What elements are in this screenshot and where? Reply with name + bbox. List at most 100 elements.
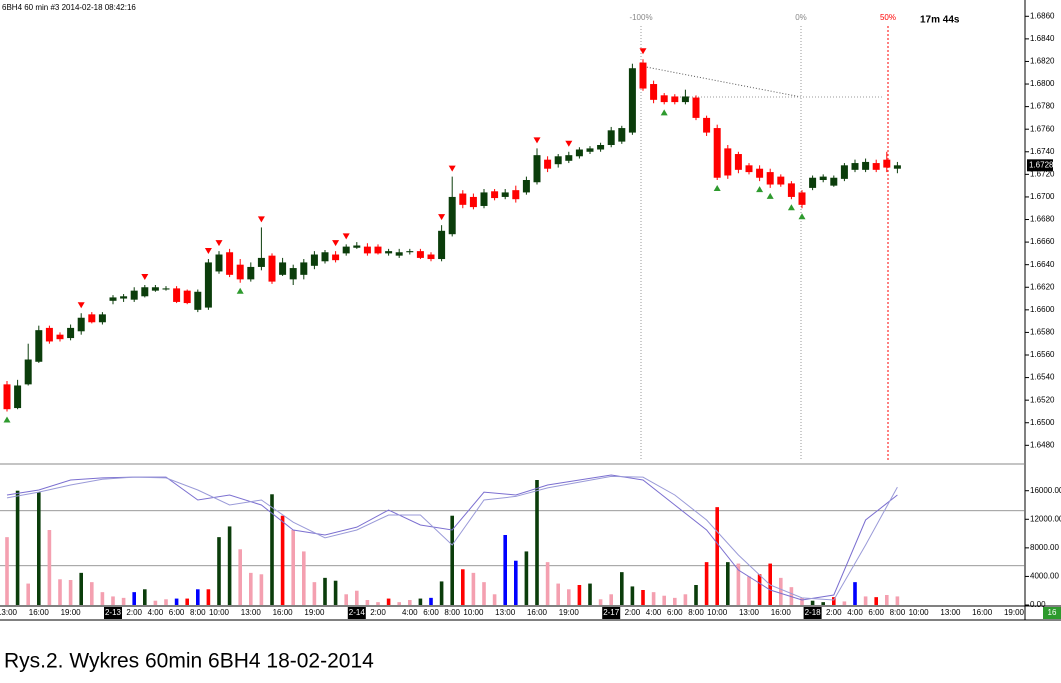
volume-bar — [853, 582, 857, 605]
candle-body — [851, 163, 859, 170]
candle-body — [713, 128, 721, 178]
candle-body — [310, 254, 318, 266]
candle-body — [226, 252, 234, 275]
sell-signal — [215, 240, 223, 247]
candle-body — [3, 384, 11, 410]
x-tick-label: 10:00 — [209, 608, 230, 617]
x-tick-label: 10:00 — [909, 608, 930, 617]
volume-bar — [874, 597, 878, 605]
sell-signal — [77, 302, 85, 309]
volume-bar — [217, 537, 221, 605]
buy-signal — [766, 192, 774, 199]
volume-bar — [164, 599, 168, 605]
candle-body — [650, 84, 658, 100]
volume-bar — [620, 572, 624, 605]
candle-body — [597, 145, 605, 150]
y-tick-label: 1.6500 — [1030, 418, 1055, 427]
buy-signal — [713, 185, 721, 191]
candle-body — [575, 149, 583, 157]
volume-bar — [26, 583, 30, 605]
volume-bar — [842, 601, 847, 605]
x-tick-label: 16:00 — [273, 608, 294, 617]
candle-body — [406, 251, 414, 253]
y-tick-label: 1.6820 — [1030, 57, 1055, 66]
volume-bar — [397, 602, 401, 605]
candle-body — [586, 148, 594, 152]
volume-bar — [577, 585, 582, 605]
volume-bar — [779, 577, 783, 605]
sell-signal — [448, 165, 456, 172]
candle-body — [544, 159, 552, 169]
y-tick-label: 1.6480 — [1030, 440, 1055, 449]
volume-bar — [249, 572, 253, 605]
volume-bar — [832, 597, 836, 605]
y-tick-label: 1.6560 — [1030, 350, 1055, 359]
x-tick-label: 16:00 — [29, 608, 50, 617]
y-tick-label: 1.6680 — [1030, 215, 1055, 224]
candle-body — [130, 290, 138, 300]
volume-bar — [259, 574, 264, 605]
x-tick-label: 16:00 — [771, 608, 792, 617]
sell-signal — [639, 48, 647, 55]
candle-body — [45, 327, 53, 342]
volume-bar — [598, 599, 603, 605]
x-tick-label: 4:00 — [646, 608, 662, 617]
candle-body — [618, 128, 626, 142]
volume-bar — [429, 597, 433, 605]
volume-bar — [68, 580, 73, 605]
indicator-line — [6, 475, 898, 601]
volume-bar — [344, 594, 348, 605]
volume-bar — [694, 585, 698, 605]
buy-signal — [798, 213, 806, 220]
volume-bar — [439, 581, 444, 605]
candle-body — [681, 96, 689, 103]
x-tick-label: 6:00 — [423, 608, 439, 617]
candle-body — [204, 262, 212, 308]
date-box — [347, 607, 366, 619]
candle-body — [120, 296, 128, 299]
volume-bar — [673, 597, 677, 605]
volume-bar — [5, 537, 9, 605]
candle-body — [353, 245, 361, 248]
x-tick-label: 13:00 — [739, 608, 760, 617]
volume-bar — [174, 598, 179, 605]
volume-bar — [376, 602, 380, 605]
x-tick-label: 19:00 — [559, 608, 580, 617]
volume-bar — [227, 526, 232, 605]
candle-body — [469, 196, 477, 208]
y-tick-label: 1.6800 — [1030, 79, 1055, 88]
y-tick-label: 1.6740 — [1030, 147, 1055, 156]
candle-body — [67, 327, 75, 339]
volume-bar — [482, 582, 486, 605]
volume-bar — [704, 562, 709, 605]
x-tick-label: 6:00 — [667, 608, 683, 617]
sell-signal — [565, 140, 573, 147]
y-tick-label: 1.6760 — [1030, 124, 1055, 133]
volume-bar — [609, 594, 613, 605]
volume-bar — [238, 549, 242, 605]
volume-bar — [863, 596, 868, 605]
volume-bar — [514, 560, 518, 605]
candle-body — [194, 291, 202, 310]
candle-body — [289, 268, 297, 280]
candle-body — [692, 97, 700, 118]
y-tick-label: 1.6840 — [1030, 34, 1055, 43]
candle-body — [363, 246, 371, 254]
x-tick-label: 2:00 — [826, 608, 842, 617]
candle-body — [416, 251, 424, 258]
candle-body — [554, 156, 562, 165]
volume-bar — [747, 576, 751, 605]
x-tick-label: 8:00 — [688, 608, 704, 617]
x-tick-label: 13:00 — [940, 608, 961, 617]
sell-signal — [342, 233, 350, 240]
sell-signal — [257, 216, 265, 223]
fib-trend — [640, 65, 802, 98]
last-price-box — [1027, 159, 1053, 172]
buy-signal — [756, 186, 764, 193]
candle-body — [77, 317, 85, 332]
volume-bar — [895, 596, 900, 605]
candle-body — [809, 177, 817, 188]
volume-bar — [726, 562, 730, 605]
